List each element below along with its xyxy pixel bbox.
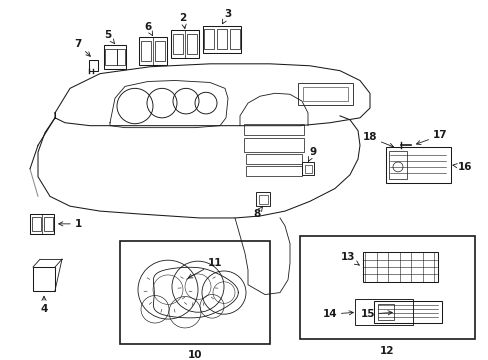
Text: 9: 9	[307, 147, 316, 161]
Bar	[141, 41, 151, 61]
Bar	[245, 154, 302, 165]
Text: 11: 11	[188, 258, 222, 278]
Bar	[88, 60, 97, 71]
Bar	[297, 84, 352, 105]
Text: 18: 18	[362, 132, 393, 147]
Bar	[304, 165, 311, 173]
Text: 7: 7	[74, 39, 90, 56]
Bar	[33, 267, 55, 291]
Bar	[377, 304, 393, 320]
Text: 14: 14	[322, 309, 352, 319]
Bar	[30, 214, 54, 234]
Bar	[203, 26, 241, 53]
Bar	[117, 49, 125, 65]
Bar	[155, 41, 164, 61]
Text: 8: 8	[253, 206, 263, 219]
Text: 1: 1	[59, 219, 81, 229]
Bar	[229, 30, 240, 49]
Text: 6: 6	[144, 22, 152, 36]
Bar	[302, 87, 347, 101]
Bar	[105, 49, 117, 65]
Bar	[385, 147, 449, 183]
Bar	[354, 300, 412, 325]
Text: 15: 15	[360, 309, 391, 319]
Text: 12: 12	[379, 346, 393, 356]
Text: 2: 2	[179, 13, 186, 28]
Text: 3: 3	[222, 9, 231, 24]
Text: 5: 5	[104, 30, 114, 44]
Bar	[244, 139, 304, 152]
Bar	[173, 34, 183, 54]
Bar	[362, 252, 437, 282]
Bar	[299, 236, 474, 339]
Bar	[120, 240, 269, 344]
Bar	[203, 30, 214, 49]
Bar	[31, 217, 41, 231]
Bar	[302, 162, 313, 175]
Bar	[171, 31, 199, 58]
Text: 17: 17	[416, 130, 447, 145]
Text: 13: 13	[340, 252, 359, 265]
Bar	[43, 217, 52, 231]
Bar	[245, 166, 302, 176]
Bar	[256, 193, 269, 206]
Bar	[186, 34, 197, 54]
Text: 16: 16	[452, 162, 471, 172]
Bar	[139, 37, 167, 65]
Bar	[104, 45, 126, 69]
Bar	[388, 151, 406, 179]
Bar	[244, 124, 304, 135]
Bar	[217, 30, 226, 49]
Text: 10: 10	[187, 350, 202, 360]
Bar	[258, 195, 267, 204]
Bar	[373, 301, 441, 323]
Text: 4: 4	[40, 296, 48, 314]
